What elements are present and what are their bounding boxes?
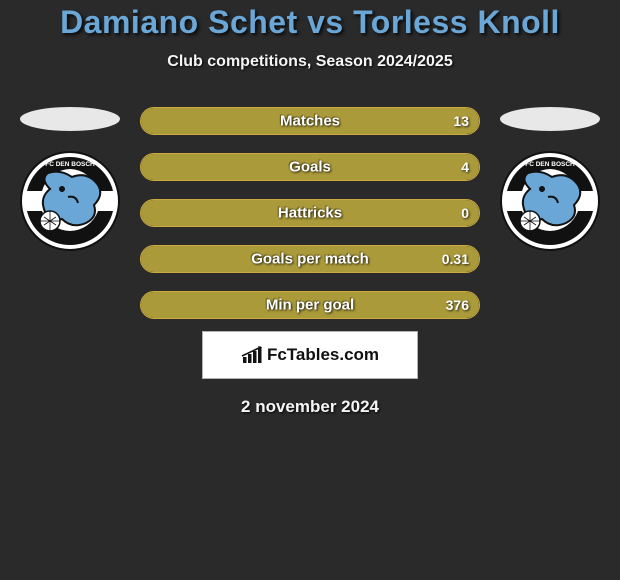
club-badge-right: FC DEN BOSCH (500, 151, 600, 251)
stat-value-right: 0.31 (442, 251, 469, 267)
right-player-column: FC DEN BOSCH (490, 107, 610, 251)
stat-label: Matches (280, 113, 340, 130)
brand-badge[interactable]: FcTables.com (202, 331, 418, 379)
stats-area: FC DEN BOSCH FC DEN BOSCH (0, 107, 620, 327)
comparison-card: Damiano Schet vs Torless Knoll Club comp… (0, 0, 620, 580)
stat-label: Goals per match (251, 251, 369, 268)
stat-label: Hattricks (278, 205, 342, 222)
stat-bar: Matches 13 (140, 107, 480, 135)
date-text: 2 november 2024 (0, 397, 620, 417)
player-photo-placeholder-right (500, 107, 600, 131)
den-bosch-badge-icon: FC DEN BOSCH (500, 151, 600, 251)
club-badge-left: FC DEN BOSCH (20, 151, 120, 251)
player-photo-placeholder-left (20, 107, 120, 131)
stat-bar: Goals per match 0.31 (140, 245, 480, 273)
subtitle: Club competitions, Season 2024/2025 (0, 53, 620, 71)
svg-text:FC DEN BOSCH: FC DEN BOSCH (45, 161, 95, 168)
stat-bars: Matches 13 Goals 4 Hattricks 0 Goals per match… (140, 107, 480, 337)
page-title: Damiano Schet vs Torless Knoll (0, 4, 620, 41)
svg-text:FC DEN BOSCH: FC DEN BOSCH (525, 161, 575, 168)
stat-label: Goals (289, 159, 331, 176)
stat-value-right: 13 (453, 113, 469, 129)
den-bosch-badge-icon: FC DEN BOSCH (20, 151, 120, 251)
stat-bar: Hattricks 0 (140, 199, 480, 227)
stat-bar: Goals 4 (140, 153, 480, 181)
stat-label: Min per goal (266, 297, 354, 314)
brand-text: FcTables.com (267, 345, 379, 365)
stat-bar: Min per goal 376 (140, 291, 480, 319)
stat-value-right: 376 (446, 297, 469, 313)
left-player-column: FC DEN BOSCH (10, 107, 130, 251)
stat-value-right: 0 (461, 205, 469, 221)
chart-logo-icon (241, 346, 263, 364)
stat-value-right: 4 (461, 159, 469, 175)
